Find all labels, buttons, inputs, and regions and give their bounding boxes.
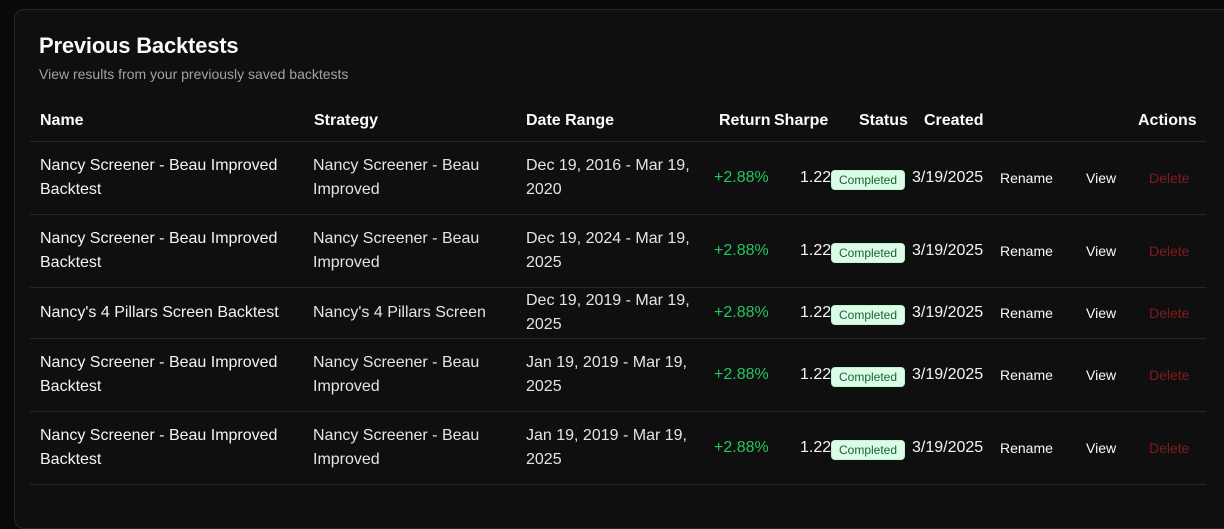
header-date-range: Date Range: [526, 112, 615, 129]
row-divider: [30, 338, 1206, 339]
backtest-name: Nancy Screener - Beau Improved Backtest: [40, 230, 278, 271]
backtest-return: +2.88%: [714, 304, 769, 321]
delete-button[interactable]: Delete: [1149, 440, 1190, 456]
header-return: Return: [719, 112, 771, 129]
row-divider: [30, 287, 1206, 288]
row-divider: [30, 214, 1206, 215]
backtest-name: Nancy Screener - Beau Improved Backtest: [40, 157, 278, 198]
page-subtitle: View results from your previously saved …: [39, 66, 349, 82]
status-badge: Completed: [831, 243, 906, 263]
backtest-sharpe: 1.22: [800, 169, 832, 186]
backtest-sharpe: 1.22: [800, 366, 832, 383]
backtest-name: Nancy Screener - Beau Improved Backtest: [40, 427, 278, 468]
backtest-strategy: Nancy's 4 Pillars Screen: [313, 304, 486, 321]
backtest-strategy: Nancy Screener - Beau Improved: [313, 427, 480, 468]
delete-button[interactable]: Delete: [1149, 367, 1190, 383]
backtest-created: 3/19/2025: [912, 304, 984, 321]
status-badge: Completed: [831, 305, 906, 325]
view-button[interactable]: View: [1086, 170, 1117, 186]
view-button[interactable]: View: [1086, 367, 1117, 383]
rename-button[interactable]: Rename: [1000, 305, 1053, 321]
view-button[interactable]: View: [1086, 305, 1117, 321]
header-sharpe: Sharpe: [774, 112, 829, 129]
backtest-sharpe: 1.22: [800, 242, 832, 259]
backtest-created: 3/19/2025: [912, 242, 984, 259]
view-button[interactable]: View: [1086, 440, 1117, 456]
backtest-created: 3/19/2025: [912, 169, 984, 186]
backtest-date-range: Jan 19, 2019 - Mar 19, 2025: [526, 354, 687, 395]
backtest-strategy: Nancy Screener - Beau Improved: [313, 157, 480, 198]
backtest-date-range: Jan 19, 2019 - Mar 19, 2025: [526, 427, 687, 468]
rename-button[interactable]: Rename: [1000, 170, 1053, 186]
backtest-sharpe: 1.22: [800, 304, 832, 321]
backtest-return: +2.88%: [714, 242, 769, 259]
page-title: Previous Backtests: [39, 33, 239, 58]
rename-button[interactable]: Rename: [1000, 243, 1053, 259]
delete-button[interactable]: Delete: [1149, 243, 1190, 259]
rename-button[interactable]: Rename: [1000, 367, 1053, 383]
backtest-date-range: Dec 19, 2016 - Mar 19, 2020: [526, 157, 690, 198]
backtest-name: Nancy's 4 Pillars Screen Backtest: [40, 304, 279, 321]
backtest-name: Nancy Screener - Beau Improved Backtest: [40, 354, 278, 395]
status-badge: Completed: [831, 367, 906, 387]
view-button[interactable]: View: [1086, 243, 1117, 259]
delete-button[interactable]: Delete: [1149, 305, 1190, 321]
header-strategy: Strategy: [314, 112, 379, 129]
delete-button[interactable]: Delete: [1149, 170, 1190, 186]
row-divider: [30, 484, 1206, 485]
row-divider: [30, 411, 1206, 412]
backtest-return: +2.88%: [714, 366, 769, 383]
header-divider: [30, 141, 1206, 142]
rename-button[interactable]: Rename: [1000, 440, 1053, 456]
backtest-strategy: Nancy Screener - Beau Improved: [313, 354, 480, 395]
header-status: Status: [859, 112, 908, 129]
header-name: Name: [40, 112, 84, 129]
backtests-card: [14, 9, 1224, 529]
status-badge: Completed: [831, 440, 906, 460]
backtest-sharpe: 1.22: [800, 439, 832, 456]
backtest-created: 3/19/2025: [912, 366, 984, 383]
backtest-return: +2.88%: [714, 169, 769, 186]
backtest-date-range: Dec 19, 2019 - Mar 19, 2025: [526, 292, 690, 333]
backtest-created: 3/19/2025: [912, 439, 984, 456]
header-actions: Actions: [1138, 112, 1197, 129]
backtest-date-range: Dec 19, 2024 - Mar 19, 2025: [526, 230, 690, 271]
backtest-strategy: Nancy Screener - Beau Improved: [313, 230, 480, 271]
header-created: Created: [924, 112, 984, 129]
status-badge: Completed: [831, 170, 906, 190]
backtest-return: +2.88%: [714, 439, 769, 456]
